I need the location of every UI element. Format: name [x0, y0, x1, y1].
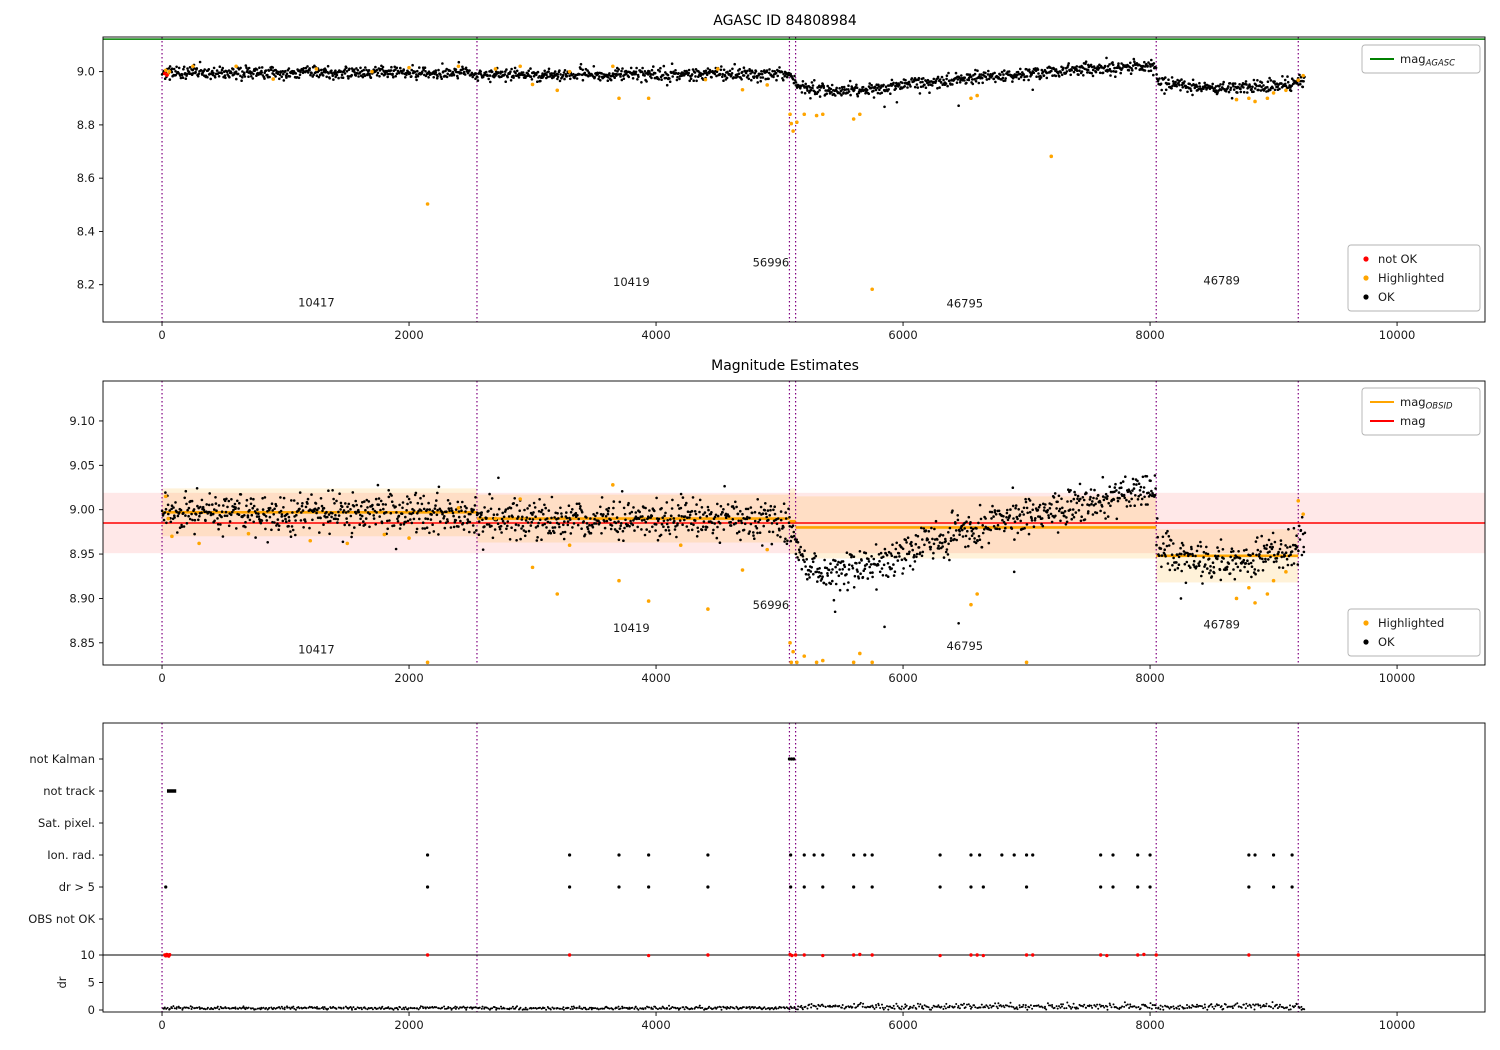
legend-label: mag	[1400, 414, 1426, 428]
not-ok-points	[162, 71, 169, 77]
top-plot: 10417 10419 56996 46795 46789 0 2000 4000 6000 80…	[77, 36, 1486, 342]
obsid-label-56996: 56996	[753, 598, 790, 612]
x-tick-label: 8000	[1135, 328, 1164, 342]
x-tick-label: 2000	[394, 1018, 423, 1032]
obsid-label-46789: 46789	[1203, 618, 1240, 632]
x-tick-label: 2000	[394, 671, 423, 685]
x-tick-label: 6000	[888, 328, 917, 342]
axes-frame	[102, 36, 1486, 323]
legend-box	[1347, 608, 1481, 657]
dr-trace-points	[162, 1001, 1306, 1011]
dr-gt5-points	[164, 885, 1294, 889]
x-tick-label: 6000	[888, 1018, 917, 1032]
ok-points	[160, 56, 1306, 109]
not-kalman-points	[787, 757, 796, 761]
legend: Highlighted OK	[1347, 608, 1481, 657]
y-tick-label: 8.8	[77, 118, 95, 132]
x-tick-label: 0	[158, 1018, 165, 1032]
dr-tick-label: 10	[80, 948, 95, 962]
x-tick-label: 0	[158, 671, 165, 685]
flag-row-label: Ion. rad.	[47, 848, 95, 862]
y-tick-label: 8.6	[77, 171, 95, 185]
highlighted-points	[163, 64, 1306, 292]
middle-plot: 10417 10419 56996 46795 46789 0 2000 4000 6000 80…	[69, 380, 1486, 685]
y-tick-label: 9.10	[69, 414, 95, 428]
flag-row-label: OBS not OK	[28, 912, 95, 926]
flag-row-label: not Kalman	[29, 752, 95, 766]
top-plot-title: AGASC ID 84808984	[713, 13, 857, 29]
obsid-label-10417: 10417	[298, 296, 335, 310]
x-tick-label: 10000	[1379, 328, 1416, 342]
y-tick-label: 8.95	[69, 547, 95, 561]
dr-tick-label: 0	[88, 1003, 95, 1017]
y-tick-label: 9.00	[69, 503, 95, 517]
obsid-label-10417: 10417	[298, 642, 335, 656]
x-tick-label: 10000	[1379, 1018, 1416, 1032]
obsid-label-10419: 10419	[613, 621, 650, 635]
flag-row-label: Sat. pixel.	[38, 816, 95, 830]
y-tick-label: 8.4	[77, 224, 95, 238]
highlighted-points	[163, 483, 1306, 665]
legend-dot-sample	[1363, 275, 1369, 281]
axes-frame	[102, 722, 1486, 1013]
scatter-points	[160, 56, 1306, 292]
legend-label: not OK	[1378, 252, 1418, 266]
flag-row-label: dr > 5	[59, 880, 95, 894]
obsid-label-46789: 46789	[1203, 274, 1240, 288]
legend: not OK Highlighted OK	[1347, 244, 1481, 312]
flag-row-label: not track	[43, 784, 95, 798]
y-tick-label: 8.85	[69, 636, 95, 650]
legend-dot-sample	[1363, 639, 1369, 645]
dr-axis-label: dr	[55, 976, 69, 988]
x-tick-label: 0	[158, 328, 165, 342]
x-tick-label: 10000	[1379, 671, 1416, 685]
y-tick-label: 8.90	[69, 591, 95, 605]
legend-label: Highlighted	[1378, 616, 1444, 630]
x-tick-label: 2000	[394, 328, 423, 342]
legend-dot-sample	[1363, 294, 1369, 300]
x-tick-label: 4000	[641, 1018, 670, 1032]
y-tick-label: 9.05	[69, 458, 95, 472]
dr-tick-label: 5	[88, 976, 95, 990]
ok-points	[160, 474, 1307, 629]
legend-box	[1361, 387, 1481, 436]
y-tick-label: 9.0	[77, 65, 95, 79]
y-tick-label: 8.2	[77, 278, 95, 292]
dr-not-ok-points	[163, 952, 1300, 958]
x-tick-label: 6000	[888, 671, 917, 685]
bottom-plot: not Kalman not track Sat. pixel. Ion. rad. d…	[28, 722, 1486, 1032]
x-tick-label: 8000	[1135, 671, 1164, 685]
scatter-points	[160, 474, 1307, 665]
x-tick-label: 8000	[1135, 1018, 1164, 1032]
obsid-label-46795: 46795	[947, 297, 984, 311]
middle-plot-title: Magnitude Estimates	[711, 358, 859, 374]
legend-dot-sample	[1363, 256, 1369, 262]
ion-rad-points	[425, 853, 1294, 857]
legend: magAGASC	[1361, 44, 1481, 74]
x-tick-label: 4000	[641, 671, 670, 685]
legend-label: OK	[1378, 290, 1395, 304]
axes-frame	[102, 380, 1486, 666]
legend-label: OK	[1378, 635, 1395, 649]
legend-box	[1347, 244, 1481, 312]
legend-box	[1361, 44, 1481, 74]
obsid-label-46795: 46795	[947, 639, 984, 653]
obsid-label-10419: 10419	[613, 275, 650, 289]
x-tick-label: 4000	[641, 328, 670, 342]
legend-label: Highlighted	[1378, 271, 1444, 285]
obsid-label-56996: 56996	[753, 256, 790, 270]
legend-dot-sample	[1363, 620, 1369, 626]
